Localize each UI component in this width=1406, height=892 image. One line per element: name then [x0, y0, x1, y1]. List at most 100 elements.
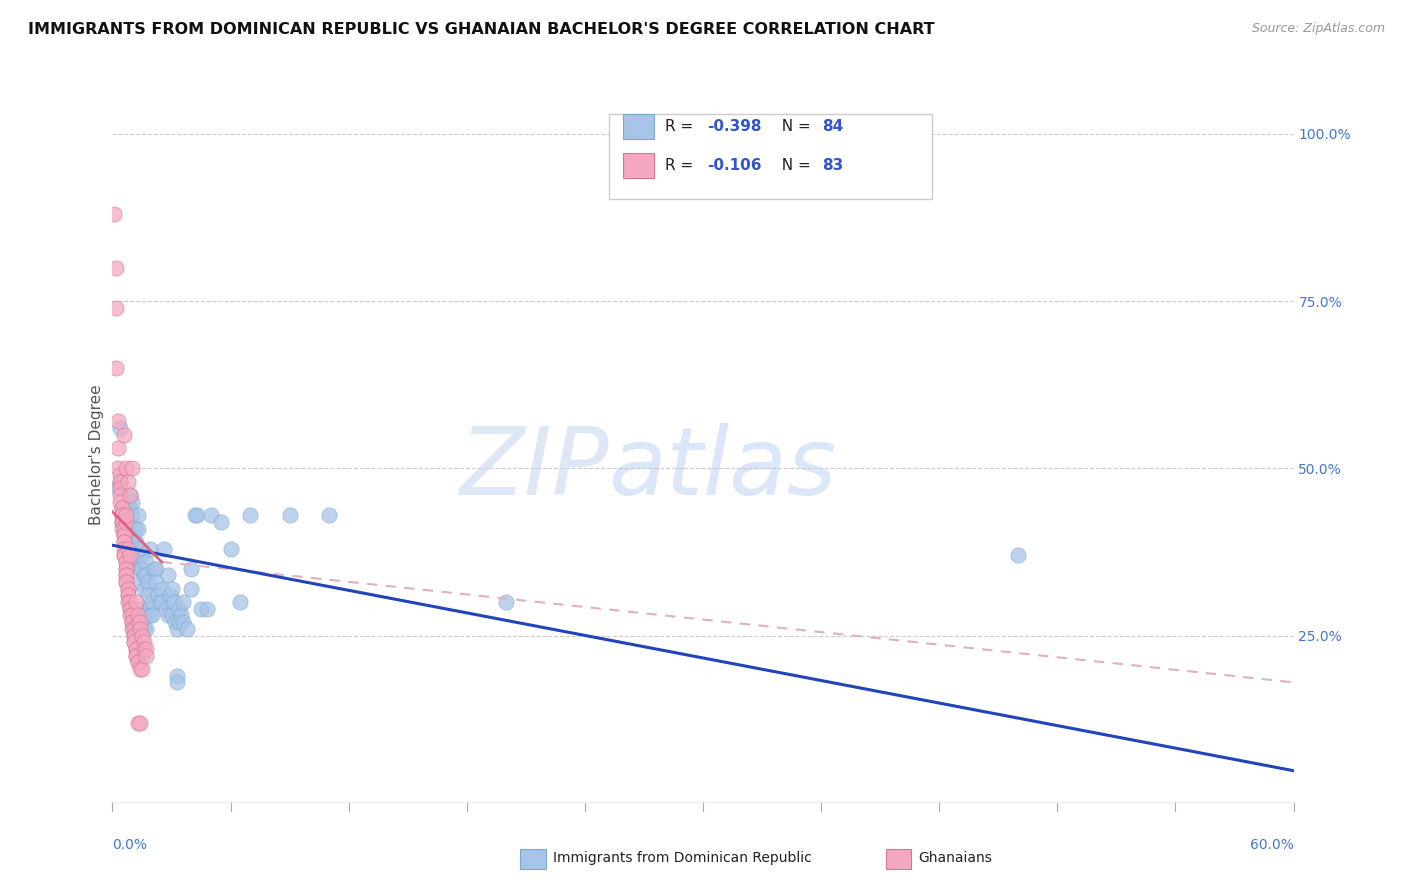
Point: [103, 207, 125, 221]
Point: [115, 555, 138, 569]
Point: [115, 555, 138, 569]
Point: [117, 589, 139, 603]
Point: [190, 602, 212, 616]
Point: [105, 361, 128, 376]
Point: [135, 568, 157, 582]
Point: [180, 562, 202, 576]
Point: [129, 575, 152, 590]
Point: [125, 548, 148, 563]
Point: [142, 562, 165, 576]
Point: [112, 528, 135, 542]
Point: [111, 501, 134, 516]
Text: Ghanaians: Ghanaians: [918, 851, 993, 865]
Point: [160, 582, 183, 596]
Point: [121, 494, 143, 508]
Point: [111, 508, 134, 523]
Point: [141, 595, 163, 609]
Point: [112, 521, 135, 535]
Point: [166, 669, 188, 683]
Point: [122, 535, 145, 549]
Point: [107, 415, 129, 429]
Text: 83: 83: [823, 158, 844, 173]
Point: [150, 595, 173, 609]
Point: [110, 488, 132, 502]
Point: [117, 582, 139, 596]
Text: IMMIGRANTS FROM DOMINICAN REPUBLIC VS GHANAIAN BACHELOR'S DEGREE CORRELATION CHA: IMMIGRANTS FROM DOMINICAN REPUBLIC VS GH…: [28, 22, 935, 37]
Point: [117, 535, 139, 549]
Point: [139, 608, 162, 623]
Point: [111, 501, 134, 516]
Point: [120, 595, 142, 609]
Text: N =: N =: [772, 158, 815, 173]
Point: [111, 515, 134, 529]
Point: [149, 595, 172, 609]
Point: [105, 260, 128, 275]
Point: [110, 421, 132, 435]
Point: [117, 521, 139, 535]
Point: [180, 582, 202, 596]
Point: [132, 582, 155, 596]
Point: [121, 622, 143, 636]
Point: [110, 475, 132, 489]
Point: [121, 608, 143, 623]
Point: [121, 615, 143, 630]
Point: [115, 562, 138, 576]
Point: [127, 655, 149, 669]
Point: [169, 615, 191, 630]
Point: [112, 548, 135, 563]
Point: [127, 608, 149, 623]
Text: 84: 84: [823, 119, 844, 134]
Point: [136, 575, 159, 590]
Point: [111, 515, 134, 529]
Point: [111, 521, 134, 535]
Point: [117, 582, 139, 596]
Point: [112, 548, 135, 563]
Point: [120, 602, 142, 616]
Point: [150, 582, 173, 596]
Point: [127, 541, 149, 556]
Point: [115, 568, 138, 582]
Point: [135, 642, 157, 657]
Point: [139, 602, 162, 616]
Point: [129, 715, 152, 730]
Point: [172, 595, 194, 609]
Point: [209, 515, 232, 529]
Text: N =: N =: [772, 119, 815, 134]
Point: [105, 301, 128, 315]
Point: [120, 608, 142, 623]
Point: [125, 535, 148, 549]
Point: [156, 568, 179, 582]
Point: [112, 541, 135, 556]
Point: [117, 541, 139, 556]
Point: [136, 589, 159, 603]
Point: [117, 541, 139, 556]
Text: atlas: atlas: [609, 424, 837, 515]
Point: [145, 575, 167, 590]
Point: [229, 595, 252, 609]
Point: [121, 528, 143, 542]
Point: [120, 501, 142, 516]
Point: [131, 662, 153, 676]
Point: [166, 675, 188, 690]
Point: [115, 575, 138, 590]
Text: Source: ZipAtlas.com: Source: ZipAtlas.com: [1251, 22, 1385, 36]
Point: [120, 515, 142, 529]
Text: ZIP: ZIP: [458, 424, 609, 515]
Point: [162, 595, 184, 609]
Point: [132, 608, 155, 623]
Point: [117, 475, 139, 489]
Point: [112, 515, 135, 529]
Point: [170, 608, 193, 623]
Point: [135, 648, 157, 663]
Point: [115, 515, 138, 529]
Point: [141, 608, 163, 623]
Point: [131, 548, 153, 563]
Point: [120, 602, 142, 616]
Point: [120, 488, 142, 502]
Point: [112, 528, 135, 542]
Point: [1007, 548, 1029, 563]
Point: [107, 442, 129, 456]
Point: [121, 508, 143, 523]
Point: [107, 482, 129, 496]
Point: [120, 528, 142, 542]
